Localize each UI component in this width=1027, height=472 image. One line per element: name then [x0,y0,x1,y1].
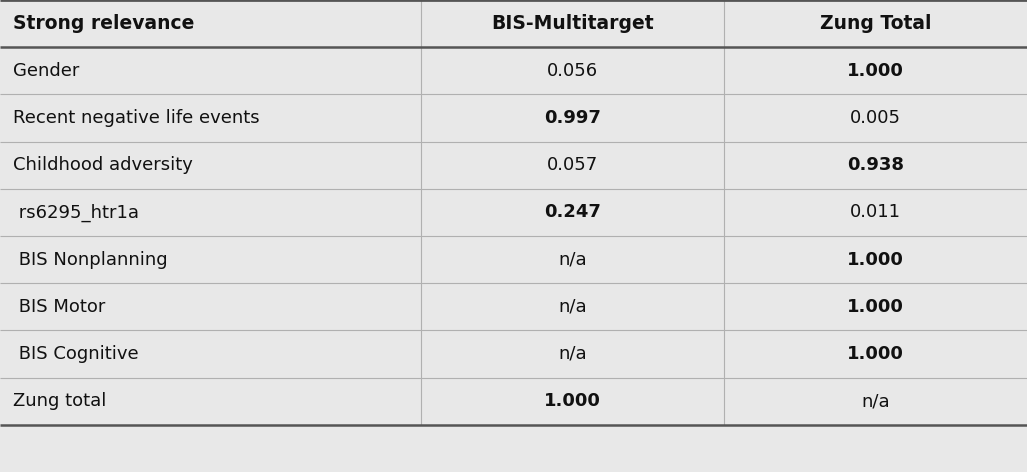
Text: BIS-Multitarget: BIS-Multitarget [491,14,654,33]
Text: BIS Motor: BIS Motor [13,298,106,316]
Text: 0.997: 0.997 [544,109,601,127]
Text: rs6295_htr1a: rs6295_htr1a [13,203,140,221]
Text: 1.000: 1.000 [544,392,601,410]
Text: 1.000: 1.000 [847,251,904,269]
Text: BIS Nonplanning: BIS Nonplanning [13,251,168,269]
Text: Zung total: Zung total [13,392,107,410]
Text: 0.005: 0.005 [850,109,901,127]
Text: 1.000: 1.000 [847,345,904,363]
Text: Childhood adversity: Childhood adversity [13,156,193,174]
Text: n/a: n/a [559,345,586,363]
Text: Gender: Gender [13,62,80,80]
Text: 0.056: 0.056 [547,62,598,80]
Text: Recent negative life events: Recent negative life events [13,109,260,127]
Text: 1.000: 1.000 [847,62,904,80]
Text: 0.011: 0.011 [850,203,901,221]
Text: BIS Cognitive: BIS Cognitive [13,345,139,363]
Text: 0.057: 0.057 [547,156,598,174]
Text: Zung Total: Zung Total [820,14,931,33]
Text: n/a: n/a [559,251,586,269]
Text: n/a: n/a [862,392,889,410]
Text: Strong relevance: Strong relevance [13,14,195,33]
Text: n/a: n/a [559,298,586,316]
Text: 0.938: 0.938 [847,156,904,174]
Text: 1.000: 1.000 [847,298,904,316]
Text: 0.247: 0.247 [544,203,601,221]
